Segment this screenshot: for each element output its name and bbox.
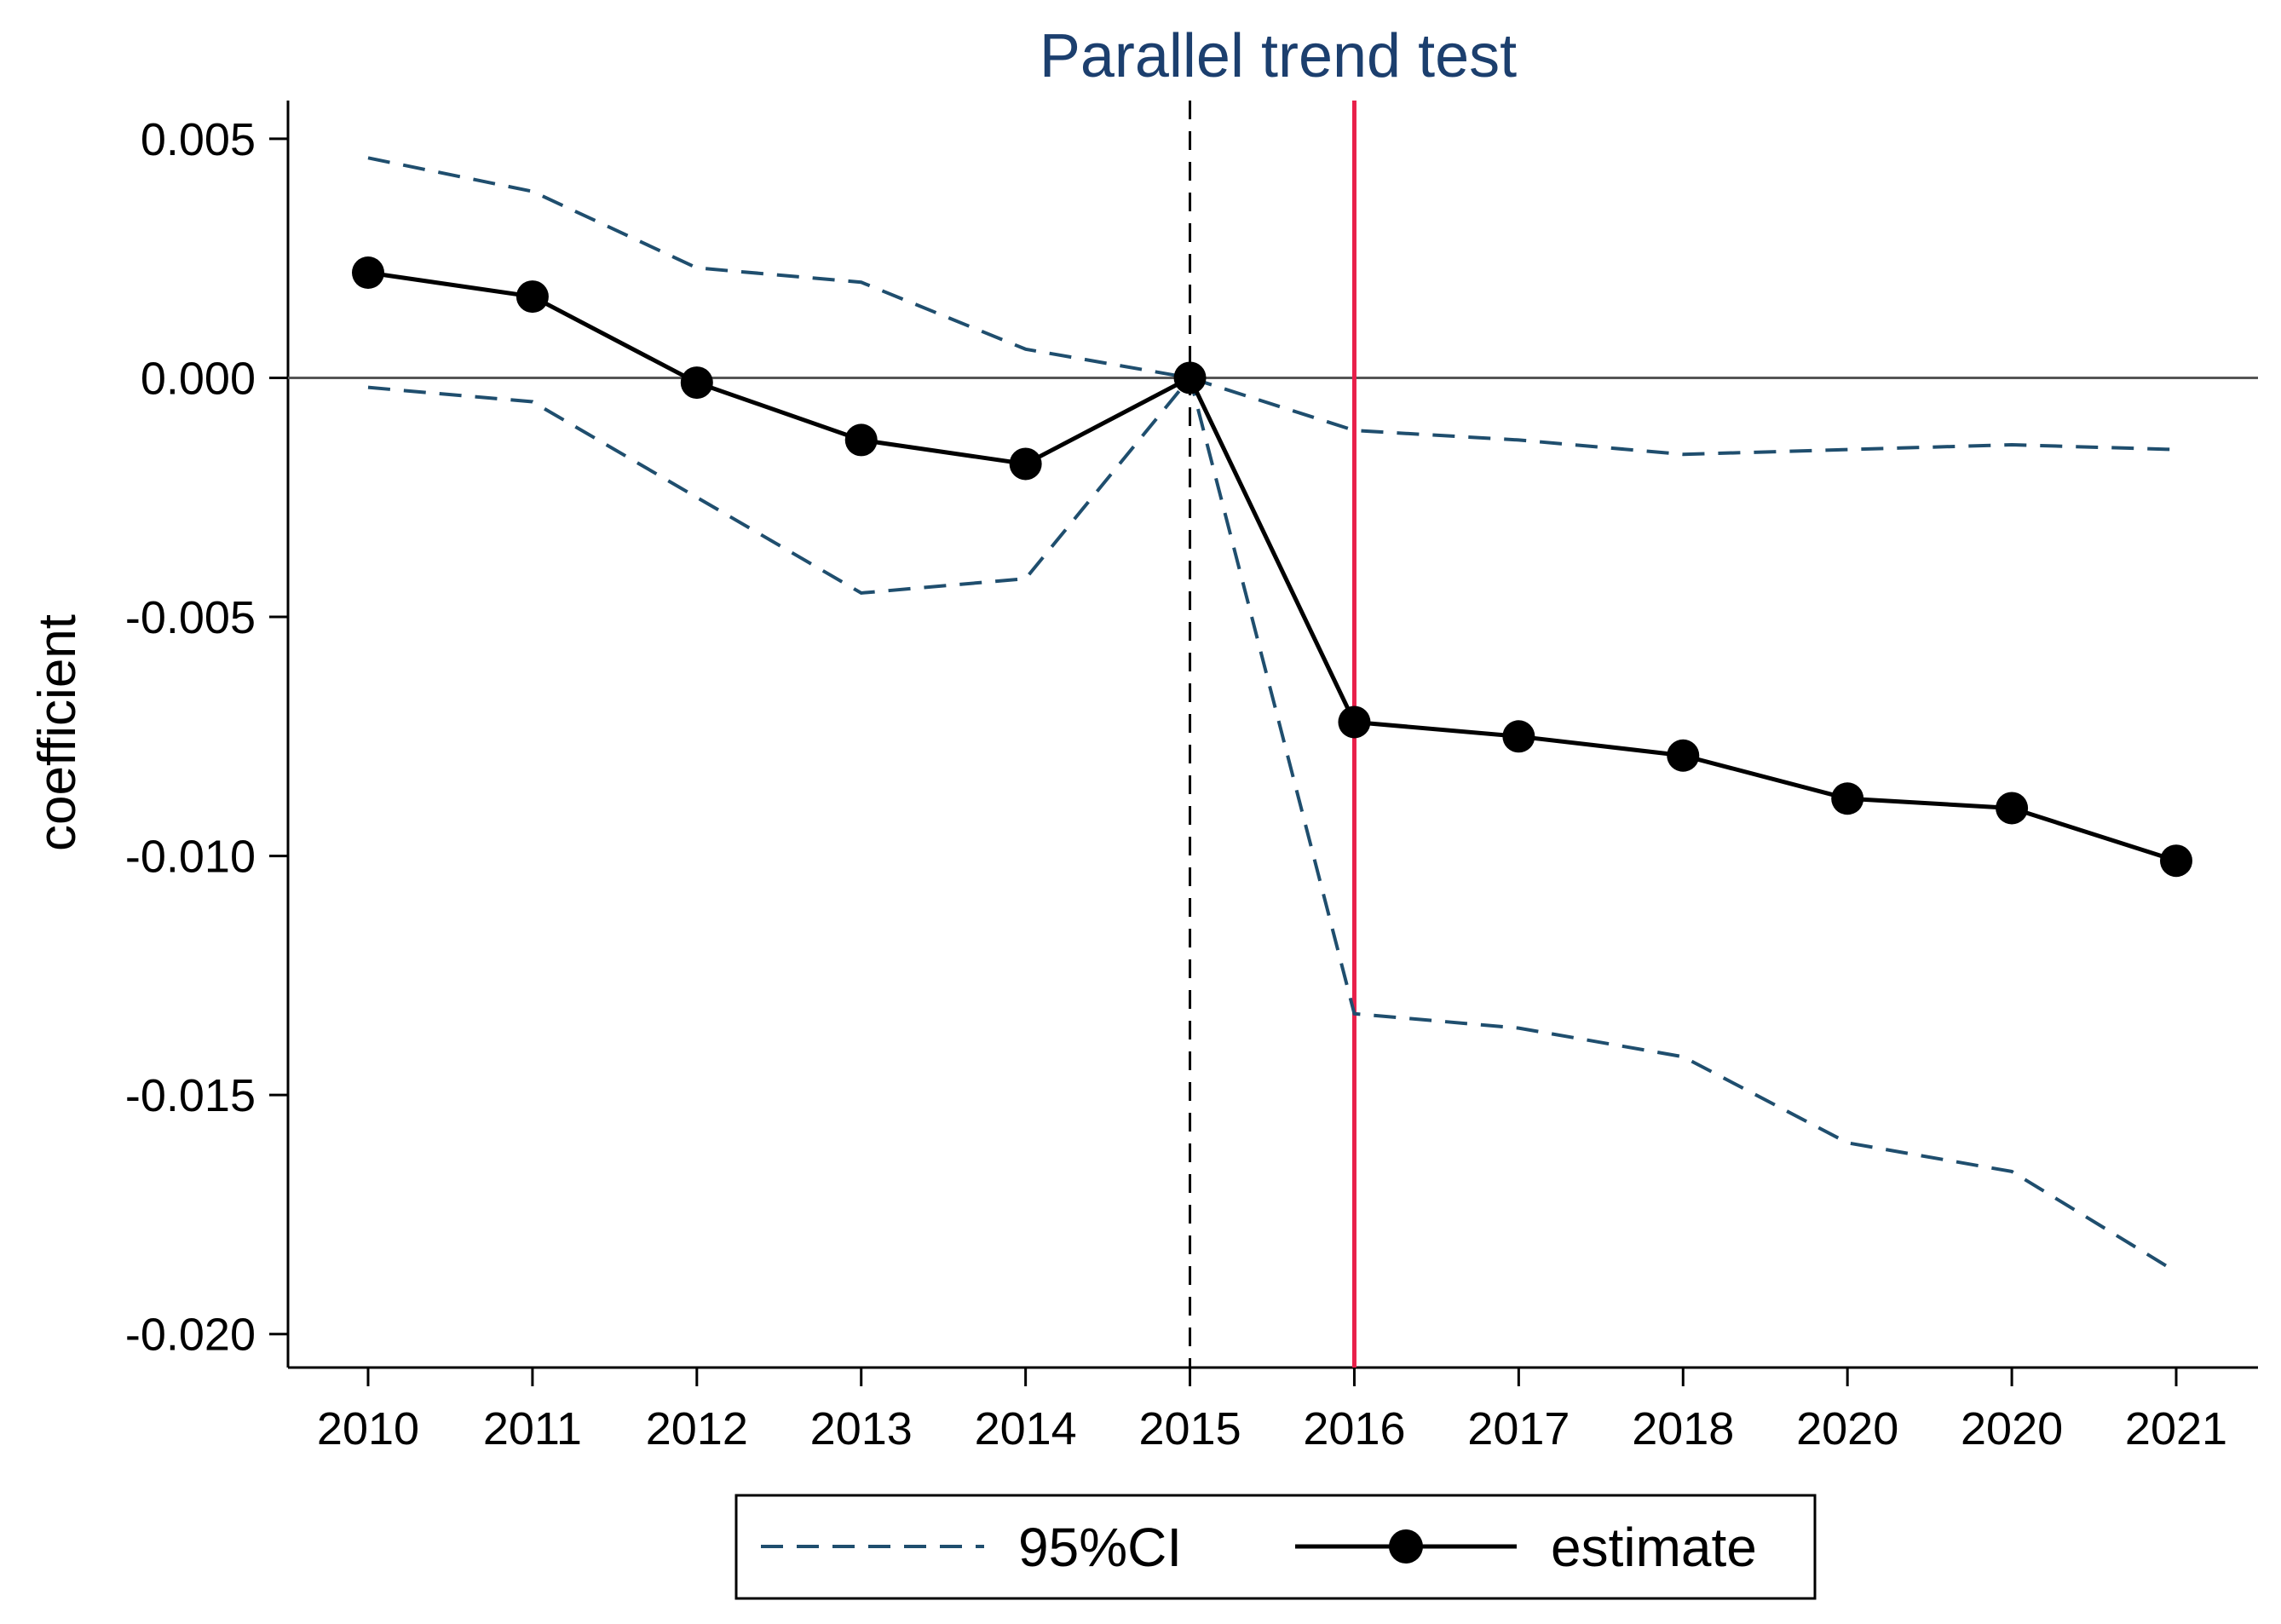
estimate-point (1667, 739, 1700, 772)
y-axis-label: coefficient (28, 614, 87, 851)
x-tick-label: 2015 (1138, 1403, 1241, 1454)
y-tick-label: -0.010 (125, 832, 256, 883)
y-tick-label: -0.020 (125, 1310, 256, 1361)
legend: 95%CI estimate (734, 1494, 1817, 1600)
legend-ci-label: 95%CI (1018, 1517, 1182, 1578)
y-tick-label: -0.015 (125, 1070, 256, 1121)
plot-area: 0.005 0.000 -0.005 -0.010 -0.015 -0.020 2010 20… (125, 101, 2258, 1454)
ci-upper-line (367, 156, 2177, 457)
chart-title: Parallel trend test (1040, 22, 1517, 90)
x-tick-label: 2010 (317, 1403, 419, 1454)
x-tick-label: 2016 (1303, 1403, 1405, 1454)
legend-estimate-label: estimate (1551, 1517, 1757, 1578)
ci-lower-line (367, 374, 2178, 1274)
x-tick-label: 2017 (1467, 1403, 1570, 1454)
estimate-point (1009, 447, 1042, 481)
estimate-point (1173, 361, 1207, 394)
y-tick-label: 0.005 (141, 114, 256, 165)
y-tick-label: -0.005 (125, 592, 256, 643)
estimate-point (844, 423, 878, 457)
estimate-point (516, 280, 549, 314)
legend-estimate-marker (1389, 1529, 1423, 1564)
x-tick-label: 2011 (483, 1403, 582, 1454)
x-tick-label: 2014 (975, 1403, 1077, 1454)
estimate-point (352, 256, 384, 290)
estimate-point (2160, 844, 2192, 878)
x-tick-label: 2020 (1796, 1403, 1898, 1454)
x-tick-label: 2012 (646, 1403, 748, 1454)
estimate-line (367, 270, 2177, 863)
estimate-point (1338, 705, 1371, 739)
estimate-point (1502, 720, 1535, 753)
x-tick-label: 2013 (810, 1403, 913, 1454)
x-tick-label: 2018 (1632, 1403, 1734, 1454)
estimate-point (680, 366, 713, 400)
y-tick-label: 0.000 (141, 353, 256, 404)
x-tick-label: 2020 (1961, 1403, 2063, 1454)
estimate-point (1996, 792, 2029, 825)
estimate-point (1831, 782, 1864, 815)
x-tick-label: 2021 (2125, 1403, 2227, 1454)
